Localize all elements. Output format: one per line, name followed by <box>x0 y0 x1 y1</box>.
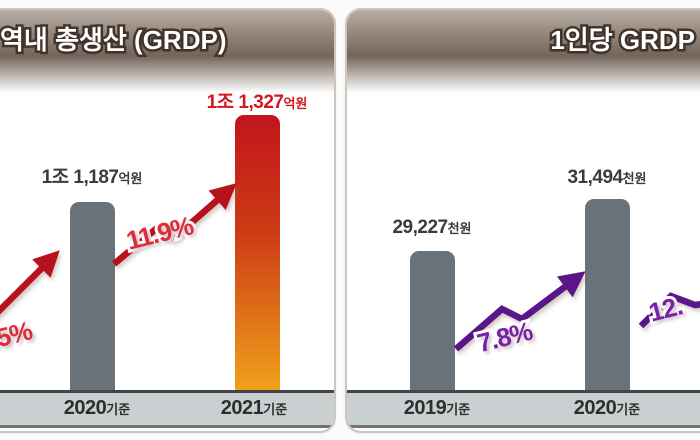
growth-arrow-right-partial-icon <box>638 292 700 329</box>
panel-grdp-per-capita: 1인당 GRDP 29,227천원 31,494천원 7.8% 12. 2019… <box>345 8 700 433</box>
category-2021: 2021기준 <box>194 397 314 420</box>
bar-2019 <box>410 251 455 390</box>
category-2019: 2019기준 <box>377 397 497 420</box>
growth-arrow-7-8-icon <box>453 271 586 352</box>
category-2020-year: 2020 <box>63 397 107 419</box>
category-2021-year: 2021 <box>220 397 264 419</box>
value-2019-amount: 29,227 <box>392 217 448 238</box>
category-2020-pc-suffix: 기준 <box>616 402 641 417</box>
axis-band-right: 2019기준 2020기준 <box>347 390 700 428</box>
bar-2020 <box>70 202 115 390</box>
value-label-2020-pc: 31,494천원 <box>542 167 672 189</box>
category-2020: 2020기준 <box>37 397 157 420</box>
category-2021-suffix: 기준 <box>263 402 288 417</box>
bar-2020-pc <box>585 199 630 390</box>
panel-grdp-total-title: 역내 총생산 (GRDP) <box>0 22 229 57</box>
value-2019-unit: 천원 <box>447 221 472 236</box>
bar-2021 <box>235 115 280 390</box>
value-label-2019: 29,227천원 <box>367 217 497 239</box>
value-2020-amount: 1조 1,187 <box>41 167 119 188</box>
value-label-2021: 1조 1,327억원 <box>177 87 334 114</box>
panel-grdp-total-title-bar: 역내 총생산 (GRDP) <box>0 10 334 102</box>
category-2019-year: 2019 <box>403 397 447 419</box>
panel-grdp-per-capita-title: 1인당 GRDP <box>548 22 698 57</box>
category-2020-pc: 2020기준 <box>547 397 667 420</box>
panel-grdp-total: 역내 총생산 (GRDP) 1조 1,187억원 1조 1,327억원 .5% … <box>0 8 336 433</box>
value-2020-pc-amount: 31,494 <box>567 167 623 188</box>
category-2019-suffix: 기준 <box>446 402 471 417</box>
panel-grdp-per-capita-title-bar: 1인당 GRDP <box>347 10 700 102</box>
value-2021-unit: 억원 <box>283 96 308 111</box>
value-2020-pc-unit: 천원 <box>622 171 647 186</box>
growth-arrow-11-9-icon <box>111 183 237 267</box>
growth-arrow-left-partial-icon <box>0 250 60 315</box>
value-2020-unit: 억원 <box>118 171 143 186</box>
category-2020-pc-year: 2020 <box>573 397 617 419</box>
axis-band-left: 2020기준 2021기준 <box>0 390 334 428</box>
value-label-2020: 1조 1,187억원 <box>12 162 172 189</box>
value-2021-amount: 1조 1,327 <box>206 92 284 113</box>
category-2020-suffix: 기준 <box>106 402 131 417</box>
